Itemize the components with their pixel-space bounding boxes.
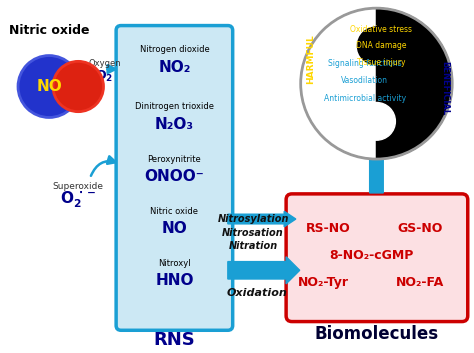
Text: NO₂-FA: NO₂-FA	[396, 276, 444, 289]
Text: HARMFUL: HARMFUL	[306, 35, 315, 84]
Text: Antimicrobial activity: Antimicrobial activity	[324, 94, 406, 103]
Text: Oxidation: Oxidation	[227, 288, 287, 298]
Text: RS-NO: RS-NO	[306, 222, 350, 235]
Text: DNA damage: DNA damage	[356, 41, 407, 50]
Circle shape	[53, 61, 103, 112]
Text: Peroxynitrite: Peroxynitrite	[147, 155, 201, 163]
Text: Tissue injury: Tissue injury	[357, 58, 406, 67]
Text: $\mathbf{O_2}$: $\mathbf{O_2}$	[95, 69, 114, 84]
FancyBboxPatch shape	[286, 194, 468, 322]
Text: BENEFICIAL: BENEFICIAL	[440, 61, 449, 115]
Text: Oxidative stress: Oxidative stress	[350, 25, 412, 34]
FancyArrow shape	[228, 257, 300, 284]
Text: RNS: RNS	[154, 331, 195, 349]
Text: ONOO⁻: ONOO⁻	[145, 169, 204, 184]
Text: Nitric oxide: Nitric oxide	[150, 207, 199, 216]
Text: Nitric oxide: Nitric oxide	[9, 24, 90, 37]
Text: Vasodilation: Vasodilation	[341, 76, 388, 85]
Text: Nitrosation: Nitrosation	[222, 228, 284, 238]
FancyArrow shape	[228, 211, 296, 227]
FancyBboxPatch shape	[116, 25, 233, 330]
Text: Superoxide: Superoxide	[53, 182, 104, 191]
Circle shape	[357, 27, 395, 65]
Circle shape	[301, 8, 452, 159]
FancyArrow shape	[366, 135, 387, 193]
Text: N₂O₃: N₂O₃	[155, 117, 194, 132]
Wedge shape	[376, 8, 452, 159]
Text: NO: NO	[36, 79, 62, 94]
Text: 8-NO₂-cGMP: 8-NO₂-cGMP	[329, 249, 414, 262]
FancyArrowPatch shape	[91, 156, 116, 176]
Text: GS-NO: GS-NO	[398, 222, 443, 235]
Text: Nitration: Nitration	[228, 241, 278, 251]
Text: Oxygen: Oxygen	[88, 59, 121, 68]
Circle shape	[18, 55, 80, 118]
Text: Signaling functions: Signaling functions	[328, 59, 401, 68]
Text: Nitrosylation: Nitrosylation	[218, 214, 289, 224]
Text: NO: NO	[162, 221, 187, 236]
Circle shape	[357, 102, 395, 140]
Text: Nitrogen dioxide: Nitrogen dioxide	[139, 45, 210, 54]
Text: HNO: HNO	[155, 274, 194, 288]
Text: NO₂: NO₂	[158, 60, 191, 75]
Text: Dinitrogen trioxide: Dinitrogen trioxide	[135, 102, 214, 111]
Text: NO₂-Tyr: NO₂-Tyr	[298, 276, 348, 289]
Text: Nitroxyl: Nitroxyl	[158, 259, 191, 268]
Text: Biomolecules: Biomolecules	[314, 325, 438, 343]
Text: $\mathbf{O_2^{\ \bullet -}}$: $\mathbf{O_2^{\ \bullet -}}$	[60, 190, 97, 210]
